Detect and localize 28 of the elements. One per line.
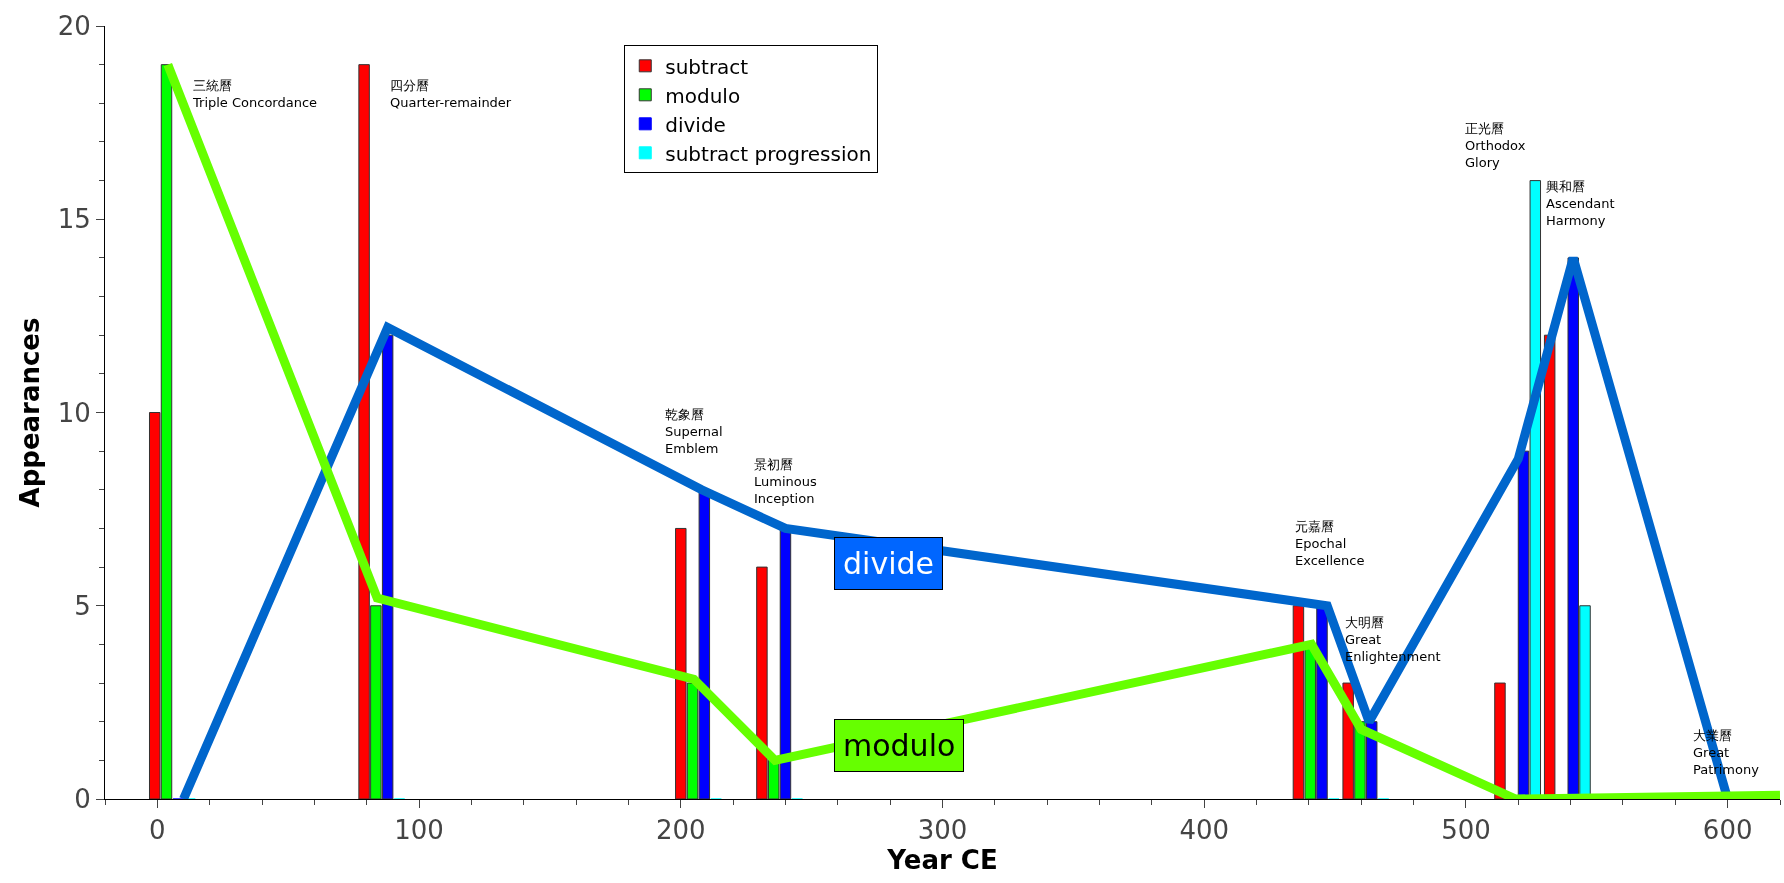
y-tick-label: 15 bbox=[57, 204, 91, 235]
series-label: modulo bbox=[843, 728, 956, 763]
x-tick-label: 100 bbox=[394, 815, 444, 846]
annotation: 元嘉曆 Epochal Excellence bbox=[1295, 519, 1365, 568]
annotation: 正光曆 Orthodox Glory bbox=[1465, 121, 1526, 170]
legend-label: modulo bbox=[665, 83, 741, 108]
x-tick-label: 600 bbox=[1702, 815, 1753, 846]
y-tick-label: 0 bbox=[74, 784, 91, 815]
annotation: 四分曆 Quarter-remainder bbox=[390, 78, 512, 110]
legend-label: subtract progression bbox=[665, 141, 872, 166]
x-tick-label: 400 bbox=[1179, 815, 1230, 846]
x-tick-label: 200 bbox=[655, 815, 706, 846]
annotation: 景初曆 Luminous Inception bbox=[754, 457, 817, 506]
y-tick-label: 20 bbox=[57, 11, 91, 42]
x-tick-label: 0 bbox=[149, 815, 166, 846]
y-axis-title: Appearances bbox=[15, 317, 46, 508]
legend-label: divide bbox=[665, 112, 726, 137]
annotation: 興和曆 Ascendant Harmony bbox=[1546, 179, 1615, 228]
y-tick-label: 5 bbox=[74, 590, 91, 621]
annotation: 乾象曆 Supernal Emblem bbox=[665, 407, 723, 456]
x-tick-label: 500 bbox=[1441, 815, 1491, 846]
x-axis-title: Year CE bbox=[886, 845, 998, 876]
legend-label: subtract bbox=[665, 54, 749, 79]
bar bbox=[1494, 682, 1506, 799]
series-label: divide bbox=[843, 546, 934, 581]
x-tick-label: 300 bbox=[917, 815, 968, 846]
y-tick-label: 10 bbox=[57, 397, 91, 428]
annotation: 三統曆 Triple Concordance bbox=[192, 78, 318, 110]
